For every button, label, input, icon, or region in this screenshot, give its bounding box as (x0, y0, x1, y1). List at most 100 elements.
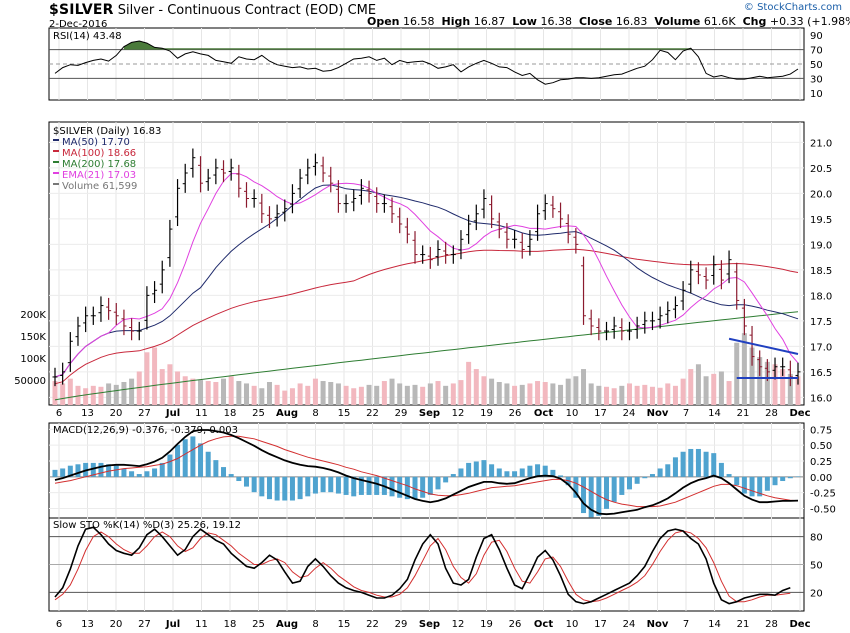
macd-histogram-bar (305, 476, 311, 497)
low-value: 16.38 (540, 15, 572, 28)
macd-histogram-bar (466, 462, 472, 477)
volume-bar (121, 382, 127, 405)
macd-histogram-bar (205, 451, 211, 477)
volume-bar (573, 376, 579, 405)
volume-bar (182, 376, 188, 405)
volume-bar (481, 376, 487, 405)
macd-histogram-bar (221, 467, 227, 477)
macd-histogram-bar (60, 468, 66, 477)
macd-histogram-bar (550, 469, 556, 477)
macd-histogram-bar (581, 476, 587, 514)
macd-histogram-bar (113, 465, 119, 477)
rsi-tick-label: 30 (810, 74, 823, 85)
volume-bar (512, 385, 518, 405)
volume-bar (412, 384, 418, 405)
volume-bar (129, 378, 135, 405)
macd-histogram-bar (312, 476, 318, 494)
x-tick-label: Dec (789, 619, 810, 630)
x-tick-label: 12 (452, 408, 465, 419)
volume-bar (718, 371, 724, 405)
ohlc-readout: Open 16.58 High 16.87 Low 16.38 Close 16… (367, 15, 850, 28)
macd-histogram-bar (121, 468, 127, 477)
macd-histogram-bar (795, 476, 801, 477)
volume-bar (535, 381, 541, 405)
macd-histogram-bar (358, 476, 364, 495)
volume-bar (703, 376, 709, 405)
x-tick-label: 7 (683, 619, 689, 630)
macd-histogram-bar (741, 476, 747, 494)
x-tick-label: Oct (534, 619, 553, 630)
macd-histogram-bar (335, 476, 341, 494)
legend-entry: MA(50) 17.70 (62, 137, 130, 148)
x-tick-label: 7 (683, 408, 689, 419)
macd-histogram-bar (473, 461, 479, 477)
macd-histogram-bar (374, 476, 380, 495)
volume-bar (358, 386, 364, 405)
volume-bar (228, 376, 234, 405)
rsi-tick-label: 10 (810, 89, 823, 100)
volume-bar (665, 383, 671, 405)
x-tick-label: 26 (509, 408, 522, 419)
volume-bar (175, 371, 181, 405)
volume-bar (152, 347, 158, 405)
volume-bar (289, 388, 295, 405)
x-tick-label: 25 (252, 619, 265, 630)
legend-swatch (53, 172, 59, 174)
macd-histogram-bar (106, 464, 112, 477)
volume-bar (167, 364, 173, 405)
x-tick-label: 20 (110, 619, 123, 630)
brand-watermark: © StockCharts.com (744, 2, 842, 13)
macd-histogram-bar (259, 476, 265, 497)
price-tick-label: 16.0 (810, 393, 832, 404)
volume-bar (496, 382, 502, 405)
volume-bar (489, 378, 495, 405)
macd-histogram-bar (144, 471, 150, 477)
macd-histogram-bar (757, 476, 763, 497)
volume-bar (542, 382, 548, 405)
x-tick-label: 25 (252, 408, 265, 419)
volume-bar (550, 383, 556, 405)
macd-histogram-bar (787, 476, 793, 479)
macd-signal-line (54, 435, 799, 508)
macd-histogram-bar (404, 476, 410, 500)
volume-bar (389, 378, 395, 405)
x-tick-label: 8 (312, 408, 318, 419)
x-tick-label: 15 (338, 408, 351, 419)
x-tick-label: 17 (594, 619, 607, 630)
macd-histogram-bar (366, 476, 372, 495)
x-tick-label: 11 (195, 619, 208, 630)
volume-bar (75, 385, 81, 405)
macd-line (54, 429, 799, 516)
x-tick-label: Sep (419, 619, 440, 630)
volume-bar (749, 347, 755, 405)
ma100-line (54, 248, 799, 385)
volume-bar (611, 388, 617, 405)
volume-bar (420, 386, 426, 405)
macd-histogram-bar (726, 474, 732, 477)
volume-bar (435, 381, 441, 405)
macd-histogram-bar (328, 476, 334, 493)
volume-bar (136, 371, 142, 405)
macd-histogram-bar (289, 476, 295, 501)
x-tick-label: 18 (224, 408, 237, 419)
macd-histogram-bar (542, 465, 548, 477)
volume-bar (427, 383, 433, 405)
volume-bar (243, 383, 249, 405)
volume-bar (795, 376, 801, 405)
symbol: $SILVER (49, 2, 114, 18)
macd-title: MACD(12,26,9) -0.376, -0.379, 0.003 (53, 425, 238, 436)
macd-histogram-bar (397, 476, 403, 498)
volume-bar (558, 384, 564, 405)
x-tick-label: 13 (81, 408, 94, 419)
price-tick-label: 17.0 (810, 342, 832, 353)
x-tick-label: 17 (594, 408, 607, 419)
macd-histogram-bar (772, 476, 778, 486)
volume-bar (741, 333, 747, 405)
macd-histogram-bar (243, 476, 249, 487)
volume-bar (190, 378, 196, 405)
volume-tick-label: 200K (20, 310, 46, 321)
macd-histogram-bar (412, 476, 418, 500)
macd-histogram-bar (175, 444, 181, 477)
volume-bar (726, 381, 732, 405)
chg-value: +0.33 (+1.98%) (769, 15, 850, 28)
